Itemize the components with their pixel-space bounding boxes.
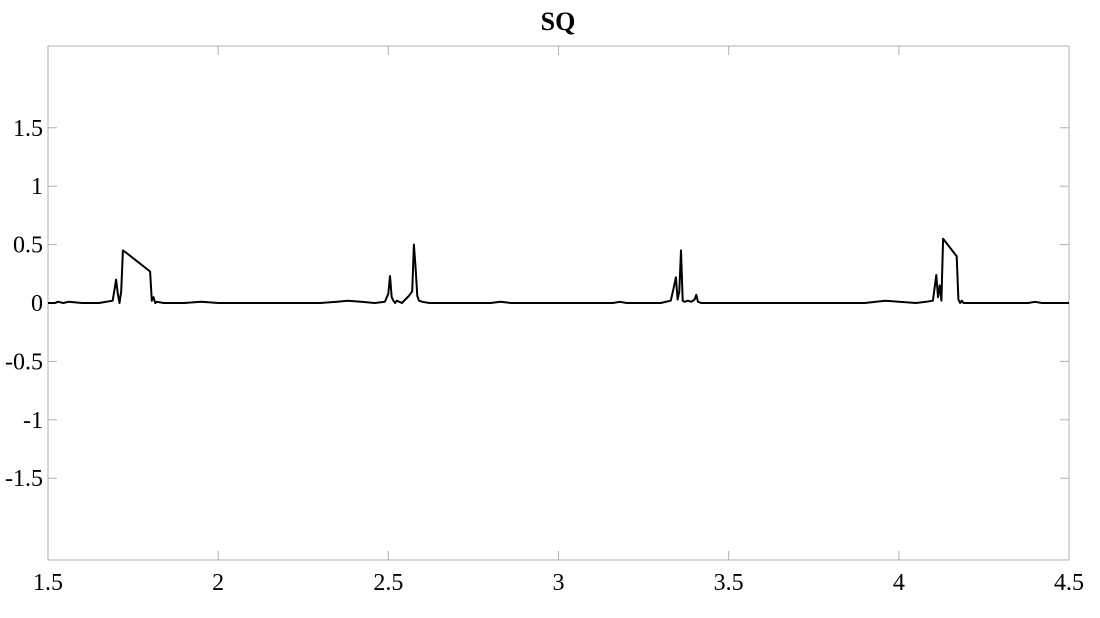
x-tick-label: 3.5 — [714, 570, 744, 596]
chart-title: SQ — [541, 7, 576, 36]
x-tick-label: 3 — [553, 570, 565, 596]
y-tick-label: -0.5 — [5, 349, 43, 375]
x-tick-label: 4 — [893, 570, 905, 596]
y-tick-label: 1.5 — [13, 116, 43, 142]
y-tick-label: 0 — [31, 291, 43, 317]
x-tick-label: 1.5 — [33, 570, 63, 596]
x-tick-label: 4.5 — [1054, 570, 1084, 596]
x-tick-label: 2 — [212, 570, 224, 596]
series-group — [48, 237, 1069, 304]
y-tick-label: 1 — [31, 174, 43, 200]
x-tick-label: 2.5 — [373, 570, 403, 596]
series-line — [48, 237, 1069, 304]
y-tick-label: -1 — [23, 408, 43, 434]
x-tick-labels: 1.5 2 2.5 3 3.5 4 4.5 — [33, 570, 1084, 596]
y-tick-label: -1.5 — [5, 466, 43, 492]
y-tick-label: 0.5 — [13, 233, 43, 259]
y-tick-labels: 1.5 1 0.5 0 -0.5 -1 -1.5 — [5, 116, 43, 492]
